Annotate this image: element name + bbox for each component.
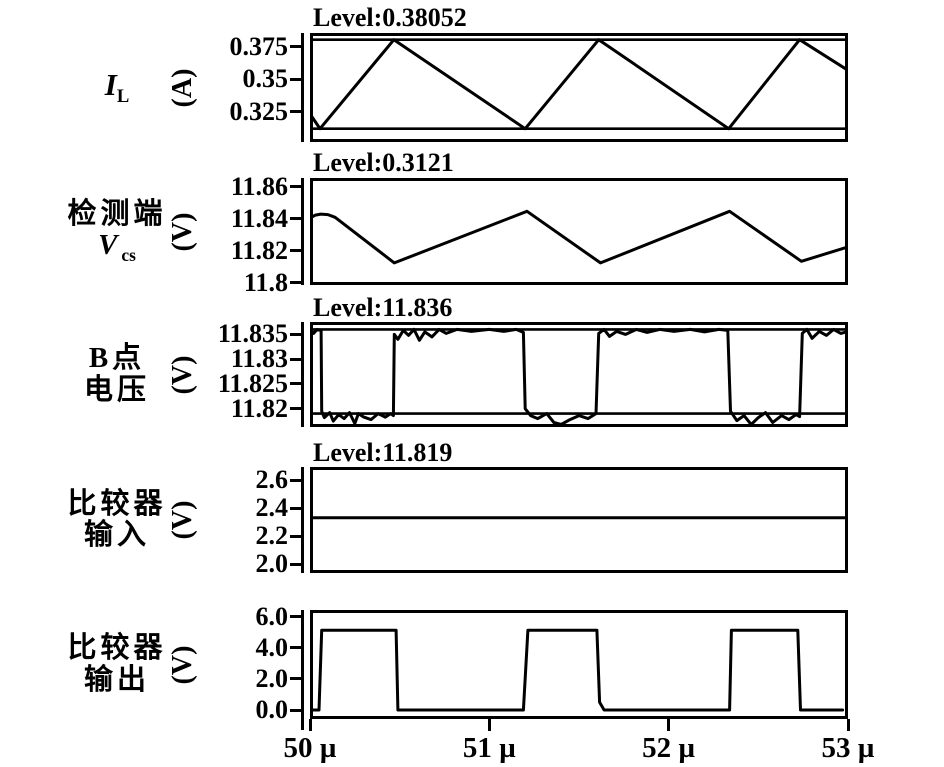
x-tick-label: 53 µ bbox=[821, 732, 875, 764]
x-tick-mark bbox=[667, 719, 671, 731]
x-tick-mark bbox=[308, 719, 312, 731]
x-tick-mark bbox=[846, 719, 850, 731]
x-tick-label: 52 µ bbox=[642, 732, 696, 764]
x-tick-mark bbox=[487, 719, 491, 731]
x-tick-label: 50 µ bbox=[283, 732, 337, 764]
x-tick-label: 51 µ bbox=[462, 732, 516, 764]
